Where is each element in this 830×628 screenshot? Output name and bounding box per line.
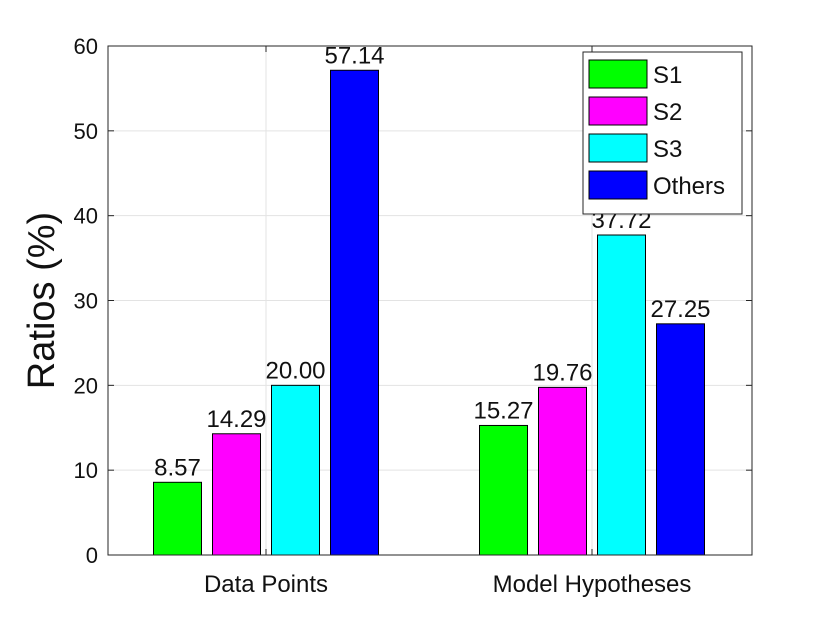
x-category-label-0: Data Points — [204, 571, 328, 598]
value-label-s2-1: 19.76 — [532, 359, 592, 386]
y-tick-label-0: 0 — [86, 543, 98, 568]
bar-s2-0 — [212, 433, 261, 556]
bar-s1-1 — [479, 424, 528, 556]
legend-label-s1: S1 — [653, 62, 682, 89]
y-tick-label-20: 20 — [74, 373, 98, 398]
y-tick-label-50: 50 — [74, 119, 98, 144]
legend-label-others: Others — [653, 173, 725, 200]
legend-swatch-others — [588, 170, 648, 200]
y-tick-label-60: 60 — [74, 34, 98, 59]
bar-layer — [153, 69, 705, 556]
legend-swatch-s2 — [588, 96, 648, 126]
legend: S1 S2 S3 Others — [582, 51, 743, 215]
x-category-label-1: Model Hypotheses — [493, 571, 692, 598]
legend-swatch-s1 — [588, 59, 648, 89]
value-label-others-0: 57.14 — [324, 42, 384, 69]
value-label-s3-0: 20.00 — [265, 357, 325, 384]
legend-label-s3: S3 — [653, 136, 682, 163]
bar-s1-0 — [153, 481, 202, 556]
y-tick-label-10: 10 — [74, 458, 98, 483]
bar-others-0 — [330, 69, 379, 556]
legend-label-s2: S2 — [653, 99, 682, 126]
y-axis-label: Ratios (%) — [21, 212, 63, 389]
y-tick-label-30: 30 — [74, 289, 98, 314]
value-label-s1-0: 8.57 — [154, 454, 201, 481]
bar-others-1 — [656, 323, 705, 556]
value-label-s2-0: 14.29 — [206, 406, 266, 433]
y-tick-label-40: 40 — [74, 204, 98, 229]
value-label-s1-1: 15.27 — [473, 397, 533, 424]
bar-s3-0 — [271, 384, 320, 556]
bar-s2-1 — [538, 386, 587, 556]
tick-layer: 0 10 20 30 40 50 60 Data Points Model Hypotheses — [74, 34, 752, 598]
legend-swatch-s3 — [588, 133, 648, 163]
value-label-others-1: 27.25 — [650, 296, 710, 323]
bar-s3-1 — [597, 234, 646, 556]
